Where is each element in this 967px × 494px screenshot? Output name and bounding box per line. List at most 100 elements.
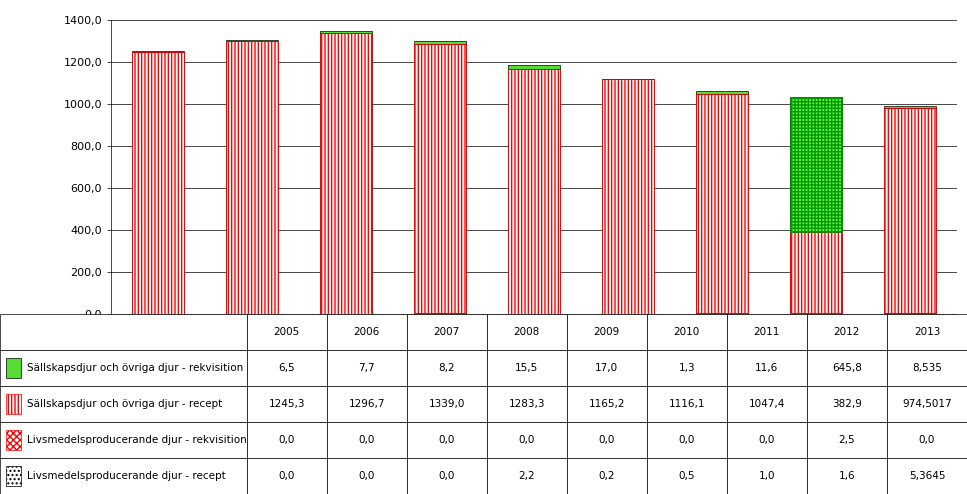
Bar bbox=[696, 93, 748, 314]
Bar bbox=[486, 458, 567, 494]
Bar bbox=[0, 422, 247, 458]
Text: 0,0: 0,0 bbox=[518, 435, 535, 445]
Text: 0,0: 0,0 bbox=[278, 435, 295, 445]
Text: 2,5: 2,5 bbox=[838, 435, 855, 445]
Bar bbox=[887, 458, 967, 494]
Bar bbox=[647, 458, 727, 494]
Bar bbox=[327, 314, 407, 350]
Bar bbox=[415, 44, 466, 313]
Bar bbox=[806, 422, 887, 458]
Text: 0,0: 0,0 bbox=[438, 435, 454, 445]
Text: 0,0: 0,0 bbox=[759, 435, 776, 445]
Bar bbox=[247, 314, 327, 350]
Text: 2011: 2011 bbox=[753, 327, 780, 337]
Text: Sällskapsdjur och övriga djur - recept: Sällskapsdjur och övriga djur - recept bbox=[27, 399, 222, 409]
Bar bbox=[0, 350, 247, 386]
Text: 1165,2: 1165,2 bbox=[589, 399, 625, 409]
Bar bbox=[696, 93, 748, 314]
Bar bbox=[6, 430, 21, 450]
Bar bbox=[226, 40, 278, 41]
Bar bbox=[885, 108, 936, 313]
Bar bbox=[407, 458, 486, 494]
Text: 0,0: 0,0 bbox=[599, 435, 615, 445]
Bar bbox=[647, 386, 727, 422]
Text: 5,3645: 5,3645 bbox=[909, 471, 945, 481]
Bar bbox=[415, 41, 466, 44]
Bar bbox=[132, 52, 184, 314]
Text: 8,2: 8,2 bbox=[438, 363, 455, 373]
Text: 0,0: 0,0 bbox=[438, 471, 454, 481]
Bar bbox=[407, 422, 486, 458]
Bar bbox=[887, 314, 967, 350]
Text: 2006: 2006 bbox=[354, 327, 380, 337]
Bar bbox=[320, 31, 372, 33]
Text: 7,7: 7,7 bbox=[359, 363, 375, 373]
Bar bbox=[885, 108, 936, 313]
Text: 2005: 2005 bbox=[274, 327, 300, 337]
Bar bbox=[6, 394, 21, 414]
Bar bbox=[415, 44, 466, 313]
Text: 2009: 2009 bbox=[594, 327, 620, 337]
Bar bbox=[327, 386, 407, 422]
Text: 0,0: 0,0 bbox=[919, 435, 935, 445]
Bar bbox=[486, 350, 567, 386]
Bar bbox=[727, 350, 806, 386]
Bar bbox=[327, 422, 407, 458]
Bar bbox=[132, 52, 184, 314]
Bar bbox=[887, 350, 967, 386]
Text: Livsmedelsproducerande djur - recept: Livsmedelsproducerande djur - recept bbox=[27, 471, 226, 481]
Bar bbox=[407, 314, 486, 350]
Bar bbox=[696, 91, 748, 93]
Bar bbox=[407, 350, 486, 386]
Bar bbox=[486, 422, 567, 458]
Bar bbox=[647, 314, 727, 350]
Bar bbox=[567, 458, 647, 494]
Bar bbox=[0, 458, 247, 494]
Text: 974,5017: 974,5017 bbox=[902, 399, 952, 409]
Text: 8,535: 8,535 bbox=[912, 363, 942, 373]
Text: 0,5: 0,5 bbox=[679, 471, 695, 481]
Text: 1,0: 1,0 bbox=[759, 471, 776, 481]
Bar bbox=[727, 422, 806, 458]
Bar bbox=[790, 233, 842, 313]
Text: 2012: 2012 bbox=[834, 327, 860, 337]
Text: 0,0: 0,0 bbox=[278, 471, 295, 481]
Text: 1,6: 1,6 bbox=[838, 471, 855, 481]
Bar bbox=[727, 386, 806, 422]
Text: 2013: 2013 bbox=[914, 327, 940, 337]
Bar bbox=[486, 314, 567, 350]
Text: 1047,4: 1047,4 bbox=[748, 399, 785, 409]
Bar bbox=[0, 314, 247, 350]
Bar bbox=[806, 458, 887, 494]
Text: 1116,1: 1116,1 bbox=[668, 399, 705, 409]
Bar bbox=[790, 97, 842, 233]
Bar bbox=[887, 386, 967, 422]
Text: 645,8: 645,8 bbox=[832, 363, 862, 373]
Bar bbox=[885, 313, 936, 314]
Bar bbox=[327, 350, 407, 386]
Bar bbox=[320, 33, 372, 314]
Text: 1245,3: 1245,3 bbox=[269, 399, 305, 409]
Bar bbox=[226, 41, 278, 314]
Text: 1283,3: 1283,3 bbox=[509, 399, 545, 409]
Text: 0,2: 0,2 bbox=[599, 471, 615, 481]
Bar bbox=[790, 97, 842, 233]
Bar bbox=[567, 314, 647, 350]
Bar bbox=[320, 33, 372, 314]
Text: 382,9: 382,9 bbox=[832, 399, 862, 409]
Text: 0,0: 0,0 bbox=[679, 435, 695, 445]
Bar bbox=[806, 350, 887, 386]
Text: 2,2: 2,2 bbox=[518, 471, 535, 481]
Text: 1296,7: 1296,7 bbox=[348, 399, 385, 409]
Bar bbox=[647, 350, 727, 386]
Text: 17,0: 17,0 bbox=[596, 363, 618, 373]
Bar bbox=[885, 106, 936, 108]
Text: 2008: 2008 bbox=[513, 327, 540, 337]
Bar bbox=[509, 69, 560, 314]
Bar bbox=[0, 386, 247, 422]
Bar bbox=[602, 79, 654, 314]
Bar bbox=[887, 422, 967, 458]
Bar bbox=[727, 458, 806, 494]
Bar bbox=[509, 65, 560, 69]
Text: 1,3: 1,3 bbox=[679, 363, 695, 373]
